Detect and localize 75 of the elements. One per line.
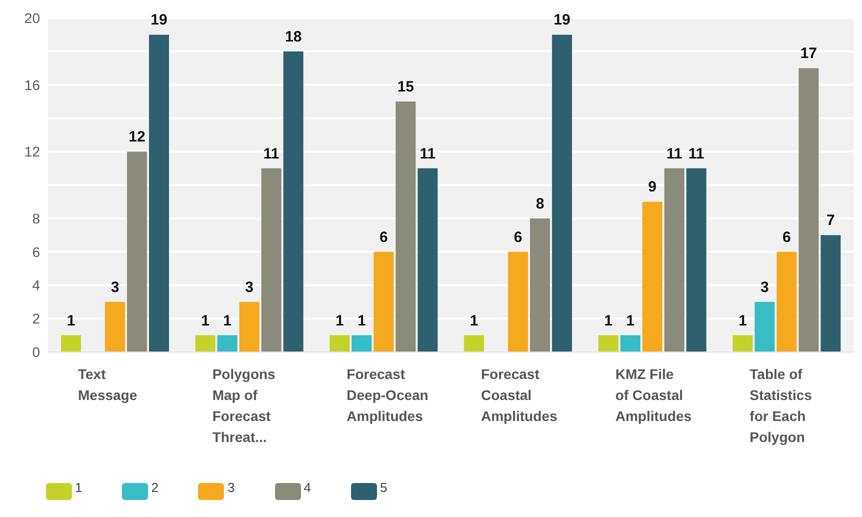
bar	[283, 51, 304, 352]
data-label: 19	[554, 12, 570, 29]
data-label: 11	[666, 145, 682, 162]
legend-label: 1	[75, 480, 82, 495]
bar	[820, 235, 841, 352]
y-tick-label: 8	[32, 210, 40, 226]
data-label: 6	[514, 228, 522, 246]
data-label: 11	[420, 145, 436, 162]
bar	[552, 34, 572, 352]
bar	[352, 335, 372, 352]
y-tick-label: 20	[24, 10, 40, 26]
legend-label: 5	[380, 480, 388, 495]
y-tick-label: 6	[32, 244, 40, 260]
y-tick-label: 4	[32, 277, 40, 294]
bar	[798, 68, 819, 352]
data-label: 1	[604, 312, 613, 330]
data-label: 1	[738, 312, 747, 330]
data-label: 6	[379, 228, 388, 246]
y-tick-label: 16	[24, 76, 40, 93]
bar	[239, 302, 260, 352]
data-label: 3	[245, 278, 254, 296]
data-label: 1	[357, 312, 366, 330]
data-label: 6	[782, 228, 791, 246]
data-label: 12	[128, 128, 146, 146]
x-tick-label: Forecast Coastal Amplitudes	[481, 366, 558, 424]
bar	[127, 152, 147, 352]
data-label: 11	[688, 145, 704, 162]
data-label: 11	[263, 145, 280, 162]
data-label: 9	[648, 178, 657, 196]
x-tick-label: Text Message	[78, 366, 138, 404]
bar	[396, 102, 416, 352]
data-label: 1	[223, 312, 232, 330]
data-label: 1	[626, 312, 635, 330]
data-label: 3	[110, 278, 120, 296]
bar	[464, 335, 484, 352]
x-tick-label: KMZ File of Coastal Amplitudes	[615, 366, 692, 424]
bar	[61, 335, 81, 352]
data-label: 8	[536, 195, 544, 212]
data-label: 15	[397, 78, 414, 96]
bar	[418, 168, 438, 352]
data-label: 1	[470, 312, 478, 330]
y-tick-label: 2	[32, 310, 40, 327]
data-label: 1	[66, 312, 76, 330]
data-label: 1	[201, 312, 210, 330]
bar	[105, 302, 125, 352]
legend-label: 4	[304, 480, 311, 495]
bar	[195, 335, 216, 352]
bar	[754, 302, 775, 352]
legend-label: 2	[151, 480, 158, 495]
bar	[598, 335, 618, 352]
data-label: 3	[760, 278, 769, 296]
x-tick-label: Table of Statistics for Each Polygon	[750, 366, 812, 446]
bar	[686, 168, 706, 352]
bar	[149, 34, 169, 352]
data-label: 7	[826, 212, 835, 230]
bar	[261, 168, 282, 352]
y-tick-label: 12	[24, 144, 40, 160]
bar	[664, 168, 684, 352]
y-tick-label: 0	[32, 344, 40, 360]
bar	[776, 252, 797, 352]
data-label: 18	[284, 28, 302, 46]
bar	[330, 335, 350, 352]
bar	[620, 335, 640, 352]
data-label: 17	[800, 45, 818, 62]
bar	[508, 252, 528, 352]
data-label: 1	[335, 312, 344, 330]
legend-label: 3	[227, 480, 235, 495]
x-tick-label: Forecast Deep-Ocean Amplitudes	[346, 366, 428, 424]
data-label: 19	[150, 12, 168, 29]
bar	[732, 335, 753, 352]
bar	[217, 335, 238, 352]
x-tick-label: Polygons Map of Forecast Threat...	[212, 366, 276, 446]
bar	[642, 202, 662, 352]
bar	[530, 218, 550, 352]
bar	[374, 252, 394, 352]
